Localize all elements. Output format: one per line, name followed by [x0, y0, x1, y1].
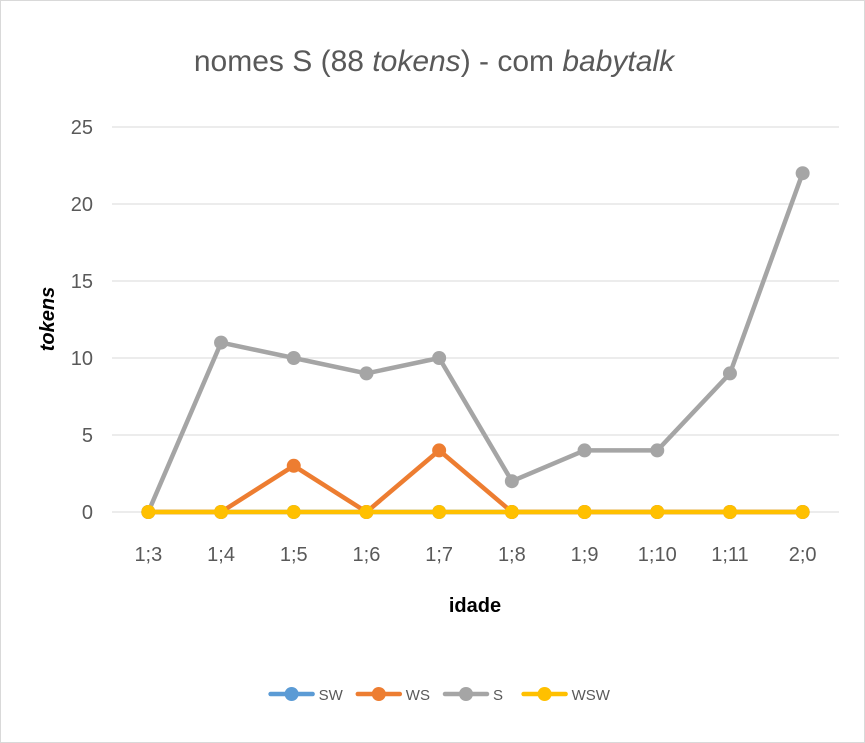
data-point — [141, 505, 156, 519]
data-point — [432, 351, 447, 365]
legend-item: WSW — [521, 687, 611, 704]
data-point — [722, 505, 737, 519]
data-point — [504, 474, 519, 489]
series-wsw — [141, 505, 810, 519]
chart-title-part: ) - com — [461, 45, 563, 78]
legend-key-marker — [371, 687, 386, 701]
x-tick-label: 1;3 — [134, 544, 162, 566]
x-tick-label: 2;0 — [789, 544, 817, 566]
x-tick-label: 1;5 — [280, 544, 308, 566]
legend-key-marker — [284, 687, 299, 701]
data-point — [795, 505, 810, 519]
y-axis-title: tokens — [37, 287, 59, 351]
x-tick-label: 1;9 — [571, 544, 599, 566]
data-point — [577, 443, 592, 458]
legend-key-marker — [537, 687, 552, 701]
series-line — [146, 170, 805, 515]
y-tick-label: 15 — [71, 271, 93, 293]
legend-label: SW — [319, 687, 344, 704]
data-series — [141, 166, 810, 519]
x-tick-label: 1;10 — [638, 544, 677, 566]
legend-label: WSW — [572, 687, 611, 704]
data-point — [432, 443, 447, 458]
y-tick-label: 10 — [71, 348, 93, 370]
y-tick-label: 5 — [82, 425, 93, 447]
x-tick-label: 1;8 — [498, 544, 526, 566]
x-axis-title: idade — [449, 595, 501, 617]
y-axis-ticks: 0 5 10 15 20 25 — [71, 117, 93, 524]
data-point — [286, 505, 301, 519]
legend-item: SW — [268, 687, 344, 704]
data-point — [432, 505, 447, 519]
legend-item: S — [442, 687, 503, 704]
series-line — [146, 448, 805, 515]
data-point — [214, 335, 229, 350]
data-point — [359, 505, 374, 519]
data-point — [577, 505, 592, 519]
data-point — [504, 505, 519, 519]
gridlines — [112, 126, 839, 513]
data-point — [286, 458, 301, 473]
data-point — [650, 443, 665, 458]
chart-title-part: babytalk — [562, 45, 676, 78]
data-point — [286, 351, 301, 365]
data-point — [650, 505, 665, 519]
x-tick-label: 1;6 — [353, 544, 381, 566]
legend: SW WS S WSW — [268, 687, 611, 704]
data-point — [795, 166, 810, 181]
chart-title-part: nomes S (88 — [194, 45, 372, 78]
x-tick-label: 1;4 — [207, 544, 235, 566]
x-axis-ticks: 1;3 1;4 1;5 1;6 1;7 1;8 1;9 1;10 1;11 2;0 — [134, 544, 816, 566]
chart-title-part: tokens — [372, 45, 460, 78]
series-ws — [141, 443, 810, 519]
legend-item: WS — [355, 687, 430, 704]
data-point — [722, 366, 737, 381]
y-tick-label: 25 — [71, 117, 93, 139]
x-tick-label: 1;11 — [711, 544, 748, 566]
y-tick-label: 20 — [71, 194, 93, 216]
legend-label: S — [493, 687, 503, 704]
legend-key-marker — [459, 687, 473, 701]
legend-label: WS — [406, 687, 430, 704]
series-s — [141, 166, 810, 519]
data-point — [214, 505, 229, 519]
data-point — [359, 366, 374, 381]
y-tick-label: 0 — [82, 502, 93, 524]
chart-title: nomes S (88 tokens) - com babytalk — [194, 45, 676, 78]
x-tick-label: 1;7 — [425, 544, 453, 566]
